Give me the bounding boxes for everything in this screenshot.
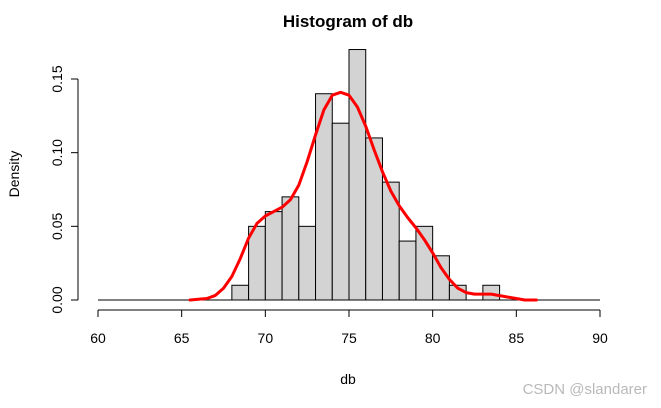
watermark: CSDN @slandarer <box>522 381 647 398</box>
y-tick-label: 0.05 <box>49 212 65 239</box>
histogram-bar <box>264 211 283 301</box>
x-tick-label: 85 <box>509 330 525 346</box>
density-curve-group <box>188 90 538 302</box>
histogram-bar <box>281 196 300 301</box>
x-axis: 60 65 70 75 80 85 90 <box>90 309 608 346</box>
y-axis-label: Density <box>6 151 22 198</box>
y-tick-label: 0.15 <box>49 65 65 92</box>
histogram-bar <box>348 49 367 301</box>
histogram-bar <box>231 284 250 301</box>
histogram-bar <box>298 225 317 301</box>
y-axis: 0.00 0.05 0.10 0.15 <box>49 65 79 314</box>
x-axis-label: db <box>340 371 356 387</box>
y-tick-label: 0.10 <box>49 139 65 166</box>
y-tick-label: 0.00 <box>49 286 65 313</box>
histogram-bar <box>248 225 266 301</box>
density-curve <box>188 90 538 302</box>
histogram-bar <box>331 122 350 301</box>
x-tick-label: 65 <box>174 330 190 346</box>
x-tick-label: 75 <box>341 330 357 346</box>
histogram-bar <box>398 240 417 301</box>
x-tick-label: 90 <box>592 330 608 346</box>
x-tick-label: 80 <box>425 330 441 346</box>
histogram-bars <box>98 49 600 301</box>
x-tick-label: 70 <box>258 330 274 346</box>
chart-title: Histogram of db <box>283 12 413 31</box>
x-tick-label: 60 <box>90 330 106 346</box>
